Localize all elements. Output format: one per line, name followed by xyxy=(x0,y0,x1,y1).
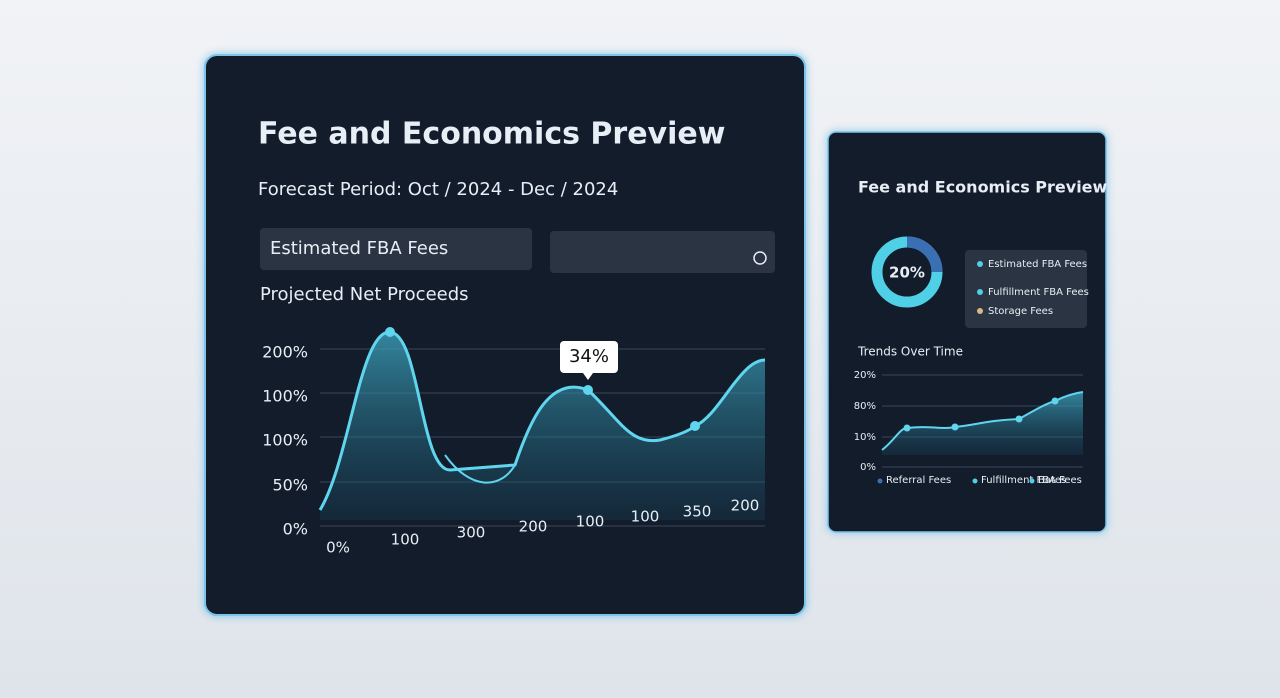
y-label: 80% xyxy=(854,401,876,412)
legend-dot xyxy=(972,478,978,484)
select-icon[interactable] xyxy=(753,251,767,265)
point[interactable] xyxy=(690,421,700,431)
legend-dot xyxy=(877,478,883,484)
x-label: 200 xyxy=(731,497,760,515)
legend-label: Referral Fees xyxy=(886,475,951,486)
y-label: 20% xyxy=(854,370,876,381)
donut-label: 20% xyxy=(889,264,925,282)
trend-line-secondary xyxy=(444,454,516,484)
tooltip-arrow xyxy=(583,373,593,380)
point[interactable] xyxy=(951,423,959,431)
x-label: 350 xyxy=(683,503,712,521)
y-label: 10% xyxy=(854,432,876,443)
legend-dot xyxy=(977,308,983,314)
legend-label: Estimated FBA Fees xyxy=(988,259,1087,270)
point[interactable] xyxy=(385,327,395,337)
point[interactable] xyxy=(903,424,911,432)
y-label: 0% xyxy=(283,520,308,539)
legend-dot xyxy=(1029,478,1035,484)
legend-dot xyxy=(977,261,983,267)
y-label: 50% xyxy=(272,476,308,495)
x-label: 100 xyxy=(631,508,660,526)
point[interactable] xyxy=(1051,397,1059,405)
point[interactable] xyxy=(1015,415,1023,423)
legend-dot xyxy=(977,289,983,295)
y-label: 100% xyxy=(262,431,308,450)
x-label: 100 xyxy=(391,531,420,549)
x-label: 300 xyxy=(457,524,486,542)
y-label: 100% xyxy=(262,387,308,406)
fee-field-label: Estimated FBA Fees xyxy=(270,238,448,259)
forecast-period: Forecast Period: Oct / 2024 - Dec / 2024 xyxy=(258,179,618,200)
x-label: 100 xyxy=(576,513,605,531)
tooltip-text: 34% xyxy=(569,346,609,367)
legend-label: Bates xyxy=(1038,475,1066,486)
donut-segment xyxy=(906,236,943,273)
trends-title: Trends Over Time xyxy=(857,345,963,359)
point[interactable] xyxy=(583,385,593,395)
select-field[interactable] xyxy=(550,231,775,273)
side-title: Fee and Economics Preview xyxy=(858,178,1108,197)
legend-box xyxy=(965,250,1087,328)
area-fill xyxy=(320,331,765,520)
fee-field[interactable] xyxy=(260,228,532,270)
chart-title: Projected Net Proceeds xyxy=(260,284,469,305)
legend-label: Storage Fees xyxy=(988,306,1053,317)
legend-label: Fulfillment FBA Fees xyxy=(988,287,1089,298)
x-label: 200 xyxy=(519,518,548,536)
y-label: 200% xyxy=(262,343,308,362)
x-label: 0% xyxy=(326,539,350,557)
tooltip xyxy=(560,341,618,373)
panel-title: Fee and Economics Preview xyxy=(258,117,725,152)
y-label: 0% xyxy=(860,462,876,473)
